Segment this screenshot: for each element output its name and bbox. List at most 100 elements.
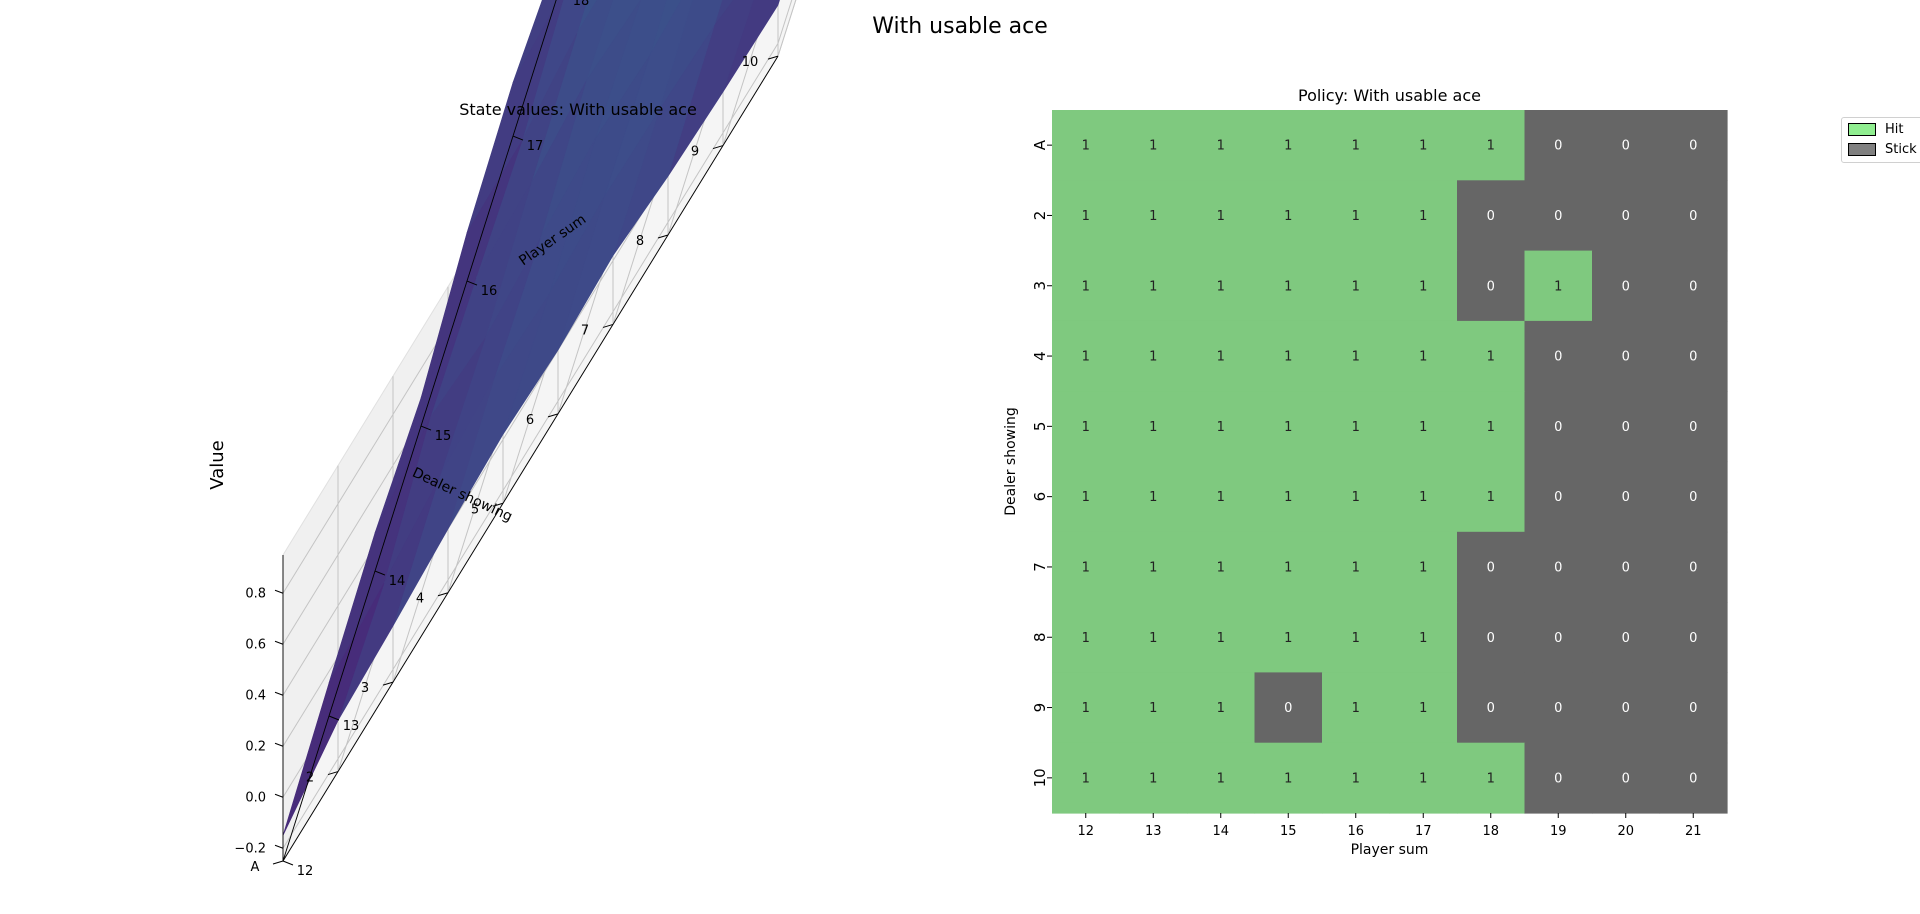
policy-cell-label: 0 (1284, 701, 1292, 716)
policy-cell (1524, 461, 1593, 533)
policy-cell-label: 1 (1352, 771, 1360, 786)
policy-cell (1524, 320, 1593, 392)
y-tick (328, 715, 340, 721)
x-tick-label: 13 (343, 719, 360, 734)
z-tick-label: 0.6 (245, 637, 266, 652)
y-tick-label: 7 (581, 323, 589, 338)
policy-cell-label: 0 (1689, 279, 1697, 294)
policy-cell (1659, 531, 1728, 603)
z-tick (274, 793, 284, 798)
policy-cell (1119, 110, 1188, 181)
policy-cell (1322, 320, 1391, 392)
policy-cell (1254, 531, 1323, 603)
policy-cell (1659, 110, 1728, 181)
x-tick-label: 21 (1685, 824, 1702, 839)
policy-cell (1119, 180, 1188, 252)
y-tick (282, 860, 294, 866)
policy-cell-label: 0 (1554, 490, 1562, 505)
policy-cell-label: 0 (1554, 350, 1562, 365)
y-tick-label: 9 (1031, 703, 1049, 713)
policy-cell-label: 0 (1689, 771, 1697, 786)
z-tick (274, 691, 284, 696)
policy-cell (1322, 602, 1391, 673)
x-tick (657, 234, 669, 239)
policy-cell (1322, 391, 1391, 463)
policy-cell-label: 0 (1487, 279, 1495, 294)
x-tick-label: 14 (389, 574, 406, 589)
policy-cell (1052, 250, 1121, 322)
x-tick-label: 19 (1550, 824, 1567, 839)
policy-cell-label: 1 (1352, 209, 1360, 224)
policy-cell-label: 1 (1082, 631, 1090, 646)
policy-cell (1457, 110, 1526, 181)
policy-cell-label: 1 (1149, 490, 1157, 505)
policy-cell (1389, 391, 1458, 463)
grid-line (777, 0, 797, 57)
policy-cell-label: 1 (1284, 209, 1292, 224)
grid-line (777, 0, 793, 44)
policy-cell (1187, 391, 1256, 463)
surface-patch (722, 0, 780, 93)
policy-cell (1592, 531, 1661, 603)
y-tick-label: 2 (1031, 211, 1049, 221)
x-tick (547, 413, 559, 418)
legend-label-hit: Hit (1885, 121, 1904, 137)
policy-cell-label: 1 (1352, 631, 1360, 646)
policy-cell (1659, 250, 1728, 322)
z-tick (274, 640, 284, 645)
policy-cell-label: 1 (1149, 139, 1157, 154)
policy-cell (1322, 742, 1391, 814)
policy-cell-label: 1 (1352, 701, 1360, 716)
legend-swatch-stick (1848, 142, 1876, 156)
policy-cell (1389, 742, 1458, 814)
policy-cell (1457, 391, 1526, 463)
axis-line (282, 0, 557, 862)
policy-cell (1524, 742, 1593, 814)
y-tick-label: 8 (1031, 632, 1049, 642)
policy-cell (1592, 461, 1661, 533)
z-tick (274, 844, 284, 849)
policy-cell (1052, 110, 1121, 181)
grid-line (282, 43, 779, 849)
y-tick-label: A (251, 860, 260, 875)
policy-cell-label: 1 (1217, 350, 1225, 365)
policy-cell-label: 1 (1284, 279, 1292, 294)
policy-cell-label: 1 (1284, 490, 1292, 505)
policy-cell (1389, 672, 1458, 744)
y-tick-label: 5 (471, 502, 479, 517)
surface-z-axis-label: Value (207, 440, 228, 489)
y-tick (420, 425, 432, 431)
policy-cell-label: 1 (1284, 771, 1292, 786)
policy-cell-label: 0 (1554, 701, 1562, 716)
policy-cell (1457, 180, 1526, 252)
policy-chart-title: Policy: With usable ace (1298, 86, 1481, 105)
policy-cell-label: 0 (1689, 631, 1697, 646)
policy-cell (1524, 180, 1593, 252)
policy-cell-label: 0 (1622, 139, 1630, 154)
policy-cell-label: 1 (1554, 279, 1562, 294)
y-tick-label: 10 (742, 55, 759, 70)
policy-cell-label: 1 (1149, 350, 1157, 365)
policy-cell-label: 1 (1352, 490, 1360, 505)
y-tick-label: 2 (306, 771, 314, 786)
y-tick-label: 6 (1031, 492, 1049, 502)
policy-cell-label: 0 (1622, 209, 1630, 224)
policy-cell (1119, 742, 1188, 814)
policy-cell (1592, 602, 1661, 673)
policy-cell-label: 0 (1554, 631, 1562, 646)
figure-title: With usable ace (872, 14, 1048, 39)
policy-cell-label: 1 (1217, 139, 1225, 154)
policy-cell (1322, 110, 1391, 181)
policy-cell-label: 0 (1689, 420, 1697, 435)
policy-cell (1389, 250, 1458, 322)
x-tick-label: 18 (1482, 824, 1499, 839)
policy-cell (1457, 531, 1526, 603)
policy-cell-label: 1 (1217, 560, 1225, 575)
surface-chart-title: State values: With usable ace (459, 100, 697, 119)
policy-cell-label: 1 (1352, 560, 1360, 575)
policy-cell (1389, 461, 1458, 533)
policy-cell-label: 1 (1352, 139, 1360, 154)
policy-cell-label: 1 (1217, 701, 1225, 716)
policy-cell-label: 1 (1487, 490, 1495, 505)
state-value-surface-chart: A234567891012131415161718192021−0.20.00.… (207, 0, 797, 879)
